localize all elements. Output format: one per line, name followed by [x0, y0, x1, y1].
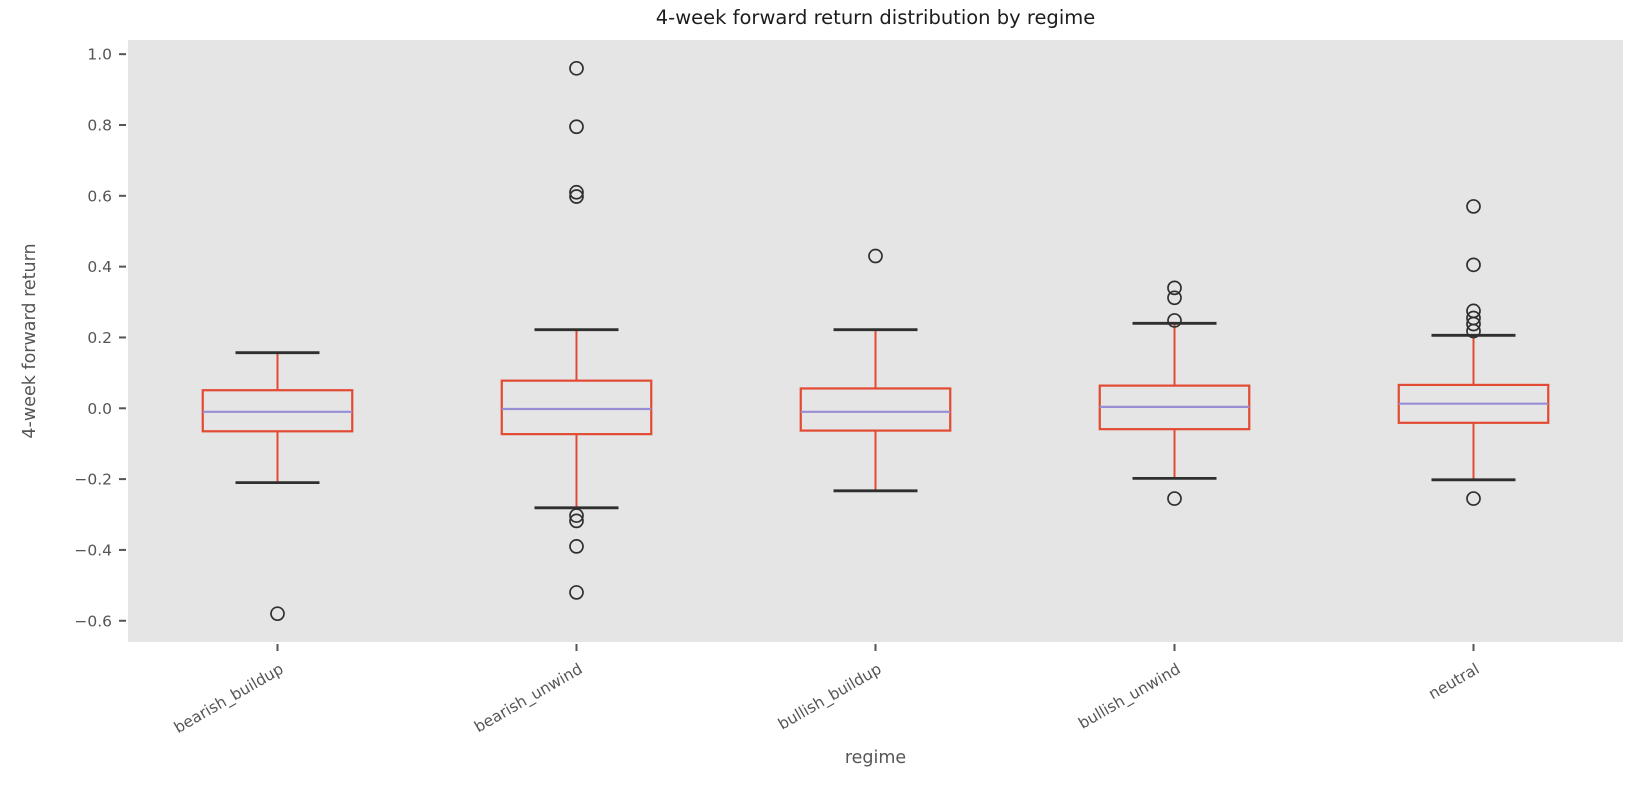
- y-tick-label: −0.4: [74, 541, 112, 559]
- outlier-point: [868, 248, 883, 264]
- y-tick-label: 1.0: [87, 46, 112, 64]
- outlier-point: [569, 585, 584, 600]
- outlier-point: [569, 539, 584, 554]
- outlier-point: [1167, 290, 1182, 306]
- x-axis-label: regime: [844, 748, 907, 768]
- x-tick-label: bullish_unwind: [1075, 660, 1184, 734]
- outlier-point: [1466, 491, 1481, 506]
- box-bearish_unwind: [500, 379, 653, 436]
- outlier-point: [569, 508, 584, 523]
- outlier-point: [270, 606, 285, 622]
- outlier-point: [569, 119, 584, 135]
- y-tick-label: 0.6: [87, 187, 112, 205]
- box-bullish_buildup: [799, 387, 952, 432]
- y-tick-label: 0.4: [87, 258, 112, 276]
- y-tick-label: −0.2: [74, 471, 112, 489]
- outlier-point: [1466, 257, 1481, 273]
- outlier-point: [1466, 199, 1481, 214]
- outlier-point: [569, 513, 584, 529]
- outlier-point: [1167, 313, 1182, 328]
- outlier-point: [569, 189, 584, 204]
- y-tick-label: 0.2: [87, 329, 112, 347]
- y-tick-label: −0.6: [74, 612, 112, 630]
- x-tick-label: bearish_unwind: [471, 660, 586, 737]
- outlier-point: [1167, 280, 1182, 296]
- outlier-point: [1167, 491, 1182, 506]
- outlier-point: [569, 184, 584, 200]
- outlier-point: [1466, 323, 1481, 339]
- x-tick-label: bearish_buildup: [171, 660, 287, 738]
- x-tick-label: neutral: [1425, 660, 1482, 703]
- outlier-point: [1466, 316, 1481, 332]
- x-tick-label: bullish_buildup: [775, 660, 885, 734]
- chart-title: 4-week forward return distribution by re…: [655, 6, 1096, 29]
- y-tick-label: 0.0: [87, 400, 112, 418]
- outlier-point: [569, 60, 584, 76]
- y-tick-label: 0.8: [87, 116, 112, 134]
